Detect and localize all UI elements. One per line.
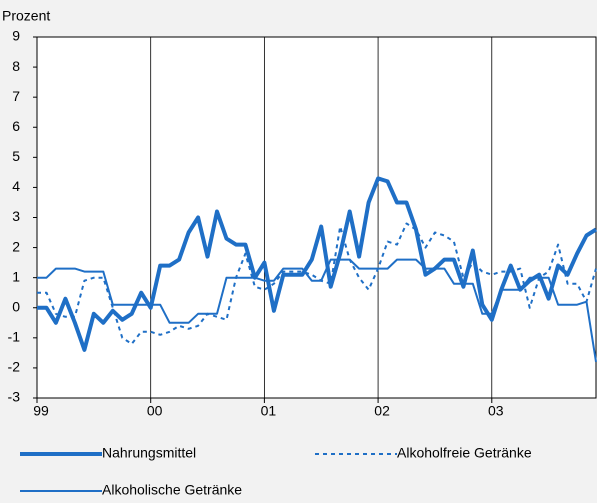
- y-tick-label: 9: [12, 28, 20, 44]
- y-tick-label: -2: [8, 359, 21, 375]
- y-tick-label: 3: [12, 208, 20, 224]
- x-tick-label: 03: [488, 403, 504, 419]
- x-tick-label: 02: [374, 403, 390, 419]
- series-line: [37, 222, 597, 345]
- series-line: [37, 258, 597, 363]
- x-tick-label: 01: [261, 403, 277, 419]
- y-tick-label: 5: [12, 148, 20, 164]
- x-tick-label: 99: [33, 403, 49, 419]
- legend-label: Nahrungsmittel: [102, 445, 196, 461]
- y-axis-label: Prozent: [2, 8, 50, 24]
- y-tick-label: 6: [12, 118, 20, 134]
- y-tick-label: 4: [12, 178, 20, 194]
- plot-area: [36, 36, 597, 399]
- series-line: [37, 176, 597, 352]
- legend-label: Alkoholische Getränke: [102, 482, 242, 498]
- y-tick-label: -1: [8, 329, 21, 345]
- y-tick-label: 0: [12, 298, 20, 314]
- y-tick-label: 7: [12, 88, 20, 104]
- x-tick-label: 00: [147, 403, 163, 419]
- y-tick-label: 8: [12, 58, 20, 74]
- y-tick-label: 2: [12, 238, 20, 254]
- y-tick-label: 1: [12, 268, 20, 284]
- y-tick-label: -3: [8, 389, 21, 405]
- legend-label: Alkoholfreie Getränke: [397, 445, 532, 461]
